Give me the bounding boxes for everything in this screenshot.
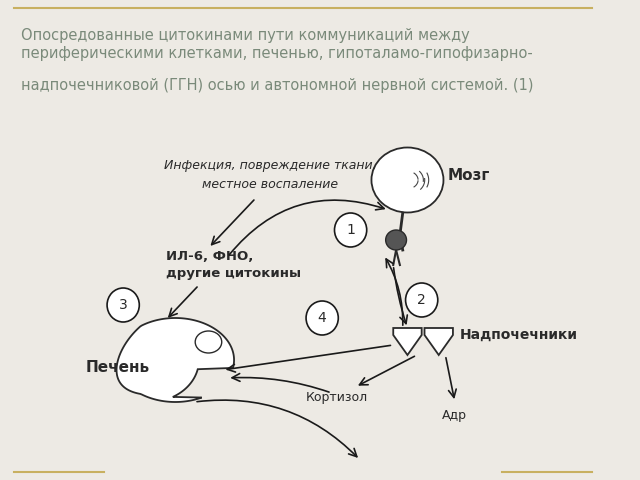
Text: Адр: Адр xyxy=(442,408,467,421)
Text: Надпочечники: Надпочечники xyxy=(460,328,577,342)
Text: надпочечниковой (ГГН) осью и автономной нервной системой. (1): надпочечниковой (ГГН) осью и автономной … xyxy=(21,78,533,93)
Text: периферическими клетками, печенью, гипоталамо-гипофизарно-: периферическими клетками, печенью, гипот… xyxy=(21,46,532,61)
Text: ИЛ-6, ФНО,
другие цитокины: ИЛ-6, ФНО, другие цитокины xyxy=(166,250,301,280)
Circle shape xyxy=(406,283,438,317)
Polygon shape xyxy=(116,318,234,402)
Text: Мозг: Мозг xyxy=(447,168,490,182)
Text: 2: 2 xyxy=(417,293,426,307)
Ellipse shape xyxy=(195,331,221,353)
Text: 4: 4 xyxy=(318,311,326,325)
Text: Печень: Печень xyxy=(85,360,149,375)
Ellipse shape xyxy=(371,147,444,213)
Text: 3: 3 xyxy=(119,298,127,312)
Circle shape xyxy=(306,301,339,335)
Polygon shape xyxy=(393,328,422,355)
Ellipse shape xyxy=(386,230,406,250)
Circle shape xyxy=(107,288,140,322)
Text: Кортизол: Кортизол xyxy=(305,392,367,405)
Text: Опосредованные цитокинами пути коммуникаций между: Опосредованные цитокинами пути коммуника… xyxy=(21,28,470,43)
Text: Инфекция, повреждение ткани,
местное воспаление: Инфекция, повреждение ткани, местное вос… xyxy=(164,159,376,191)
Circle shape xyxy=(335,213,367,247)
Text: 1: 1 xyxy=(346,223,355,237)
Polygon shape xyxy=(424,328,453,355)
